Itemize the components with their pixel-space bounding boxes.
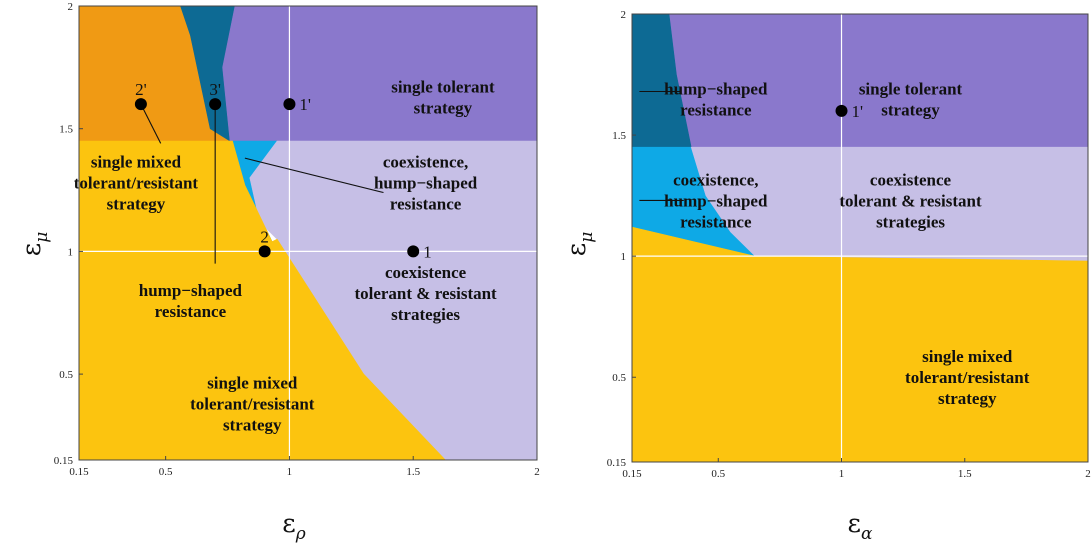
left-y-tick-label: 0.5 bbox=[59, 369, 73, 381]
left-point-marker bbox=[134, 98, 147, 111]
left-leader-line bbox=[140, 103, 162, 144]
right-region-label: hump−shaped resistance bbox=[664, 79, 768, 119]
left-panel: 1' 2' 3' 2 1 single tolerant strategy single m… bbox=[17, 1, 540, 544]
right-region-label: single mixed tolerant/resistant strategy bbox=[905, 347, 1030, 408]
right-x-tick-label: 1.5 bbox=[958, 468, 972, 480]
left-x-tick-label: 0.5 bbox=[159, 466, 173, 478]
right-region-yellow bbox=[632, 226, 1088, 462]
right-x-tick-label: 0.15 bbox=[622, 468, 642, 480]
left-point-label: 2' bbox=[135, 80, 147, 99]
left-point-marker bbox=[209, 98, 222, 111]
left-point-label: 1 bbox=[423, 242, 432, 261]
left-y-axis-label: εμ bbox=[17, 232, 52, 257]
right-region-dark bbox=[632, 14, 692, 148]
left-point-marker bbox=[407, 245, 420, 258]
left-point-marker bbox=[258, 245, 271, 258]
left-leader-line bbox=[244, 157, 384, 194]
right-x-tick-label: 0.5 bbox=[711, 468, 725, 480]
right-x-tick-label: 1 bbox=[839, 468, 845, 480]
left-x-axis-label: ερ bbox=[282, 509, 305, 544]
right-plot-frame bbox=[631, 13, 1089, 463]
left-region-label: single mixed tolerant/resistant strategy bbox=[74, 153, 199, 214]
right-point-marker bbox=[835, 104, 848, 117]
right-y-tick-label: 0.15 bbox=[607, 457, 627, 469]
left-point-label: 2 bbox=[260, 227, 269, 246]
left-point-marker bbox=[283, 98, 296, 111]
left-y-tick-label: 0.15 bbox=[54, 455, 74, 467]
right-y-tick-label: 1.5 bbox=[612, 130, 626, 142]
left-y-tick-label: 1.5 bbox=[59, 124, 73, 136]
right-panel: 1' hump−shaped resistance single tolerant s… bbox=[562, 9, 1091, 544]
left-region-purple bbox=[222, 6, 537, 142]
left-region-label: coexistence, hump−shaped resistance bbox=[374, 153, 478, 214]
left-x-tick-label: 0.15 bbox=[69, 466, 89, 478]
left-region-label: single tolerant strategy bbox=[391, 77, 495, 117]
left-y-tick-label: 2 bbox=[68, 1, 74, 13]
right-region-purple bbox=[632, 14, 1088, 148]
left-region-label: hump−shaped resistance bbox=[139, 281, 243, 321]
right-y-tick-label: 2 bbox=[621, 9, 627, 21]
left-x-tick-label: 1.5 bbox=[406, 466, 420, 478]
left-y-tick-label: 1 bbox=[68, 246, 74, 258]
left-point-label: 3' bbox=[209, 80, 221, 99]
right-point-label: 1' bbox=[852, 102, 864, 121]
left-region-label: coexistence tolerant & resistant strategie… bbox=[354, 263, 497, 324]
right-y-axis-label: εμ bbox=[562, 232, 597, 257]
left-x-tick-label: 1 bbox=[287, 466, 293, 478]
right-x-tick-label: 2 bbox=[1085, 468, 1091, 480]
right-x-axis-label: εα bbox=[848, 509, 873, 544]
right-region-label: coexistence tolerant & resistant strategie… bbox=[839, 170, 982, 231]
right-y-tick-label: 0.5 bbox=[612, 372, 626, 384]
right-region-label: single tolerant strategy bbox=[859, 79, 963, 119]
left-x-tick-label: 2 bbox=[534, 466, 540, 478]
left-region-label: single mixed tolerant/resistant strategy bbox=[190, 374, 315, 435]
left-plot-frame bbox=[78, 5, 538, 461]
right-y-tick-label: 1 bbox=[621, 251, 627, 263]
left-point-label: 1' bbox=[299, 95, 311, 114]
left-region-yellow bbox=[79, 140, 446, 460]
right-region-label: coexistence, hump−shaped resistance bbox=[664, 170, 768, 231]
